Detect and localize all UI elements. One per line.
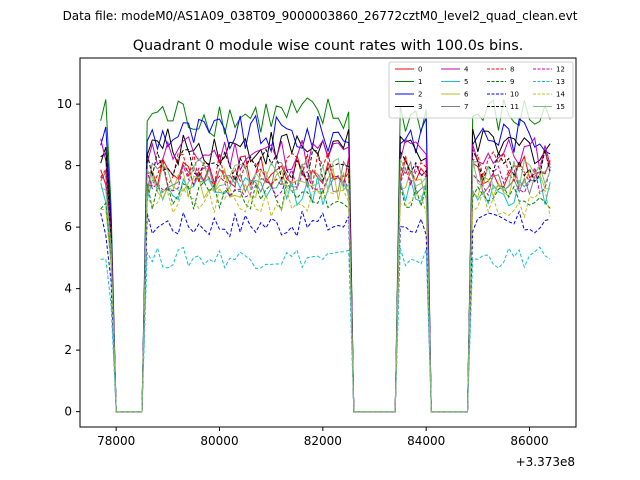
legend-label-10: 10 (510, 91, 519, 99)
x-tick-label: 82000 (304, 434, 342, 448)
legend-label-3: 3 (418, 103, 422, 111)
y-tick-label: 6 (64, 220, 72, 234)
series-line-8 (100, 150, 551, 413)
x-tick-label: 86000 (510, 434, 548, 448)
x-tick-label: 84000 (407, 434, 445, 448)
legend-label-8: 8 (510, 66, 514, 74)
x-tick-label: 78000 (97, 434, 135, 448)
plot-area (100, 97, 551, 413)
y-tick-label: 2 (64, 343, 72, 357)
y-tick-label: 0 (64, 405, 72, 419)
y-axis: 0 2 4 6 8 10 (57, 97, 80, 419)
series-line-15 (100, 157, 551, 413)
x-axis: 78000 80000 82000 84000 86000 (97, 427, 549, 448)
legend-label-1: 1 (418, 78, 422, 86)
legend-label-13: 13 (556, 78, 565, 86)
series-line-6 (100, 167, 551, 413)
suptitle: Data file: modeM0/AS1A09_038T09_90000038… (63, 9, 578, 23)
legend-label-2: 2 (418, 91, 422, 99)
legend-label-4: 4 (464, 66, 469, 74)
legend-label-6: 6 (464, 91, 469, 99)
axes-frame (79, 57, 577, 428)
y-tick-label: 10 (57, 97, 72, 111)
series-line-9 (100, 180, 551, 413)
legend-label-0: 0 (418, 66, 422, 74)
y-tick-label: 4 (64, 282, 72, 296)
series-line-12 (100, 164, 551, 413)
legend-label-9: 9 (510, 78, 514, 86)
series-line-10 (100, 210, 551, 413)
x-offset-label: +3.373e8 (516, 455, 575, 469)
series-line-14 (100, 186, 551, 413)
legend-label-11: 11 (510, 103, 519, 111)
series-line-4 (100, 136, 551, 413)
series-line-11 (100, 148, 551, 413)
legend-box (388, 61, 574, 119)
legend-label-14: 14 (556, 91, 565, 99)
legend-label-7: 7 (464, 103, 468, 111)
series-line-13 (100, 246, 551, 413)
chart-title: Quadrant 0 module wise count rates with … (133, 38, 524, 54)
x-tick-label: 80000 (200, 434, 238, 448)
legend-label-5: 5 (464, 78, 468, 86)
y-tick-label: 8 (64, 159, 72, 173)
legend-label-15: 15 (556, 103, 565, 111)
legend-label-12: 12 (556, 66, 565, 74)
